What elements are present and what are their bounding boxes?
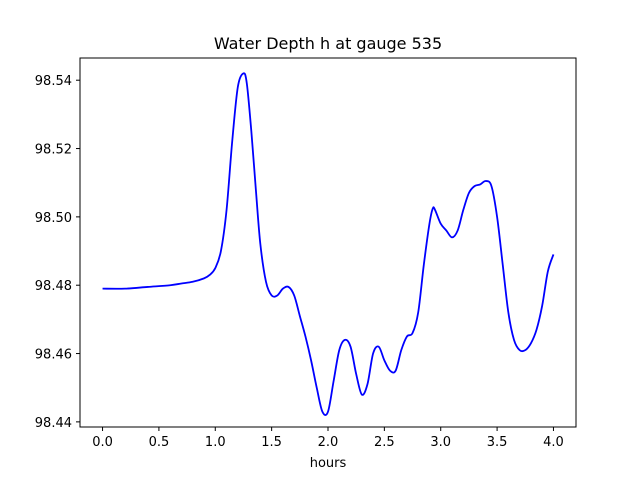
y-tick-label: 98.48 xyxy=(35,279,72,294)
x-tick-label: 2.5 xyxy=(374,435,395,450)
x-tick-label: 0.0 xyxy=(92,435,113,450)
y-tick-label: 98.54 xyxy=(35,74,72,89)
x-tick-label: 1.5 xyxy=(261,435,282,450)
x-axis-ticks: 0.0 0.5 1.0 1.5 2.0 2.5 3.0 3.5 4.0 xyxy=(92,427,564,450)
x-tick-label: 3.0 xyxy=(430,435,451,450)
x-tick-label: 1.0 xyxy=(205,435,226,450)
x-tick-label: 4.0 xyxy=(543,435,564,450)
series-line xyxy=(102,72,555,416)
chart-title: Water Depth h at gauge 535 xyxy=(214,34,442,53)
y-tick-label: 98.44 xyxy=(35,416,72,431)
x-axis-label: hours xyxy=(310,456,347,471)
y-tick-label: 98.46 xyxy=(35,348,72,363)
x-tick-label: 0.5 xyxy=(149,435,170,450)
y-tick-label: 98.50 xyxy=(35,211,72,226)
y-axis-ticks: 98.44 98.46 98.48 98.50 98.52 98.54 xyxy=(35,74,80,431)
y-tick-label: 98.52 xyxy=(35,143,72,158)
x-tick-label: 3.5 xyxy=(487,435,508,450)
x-tick-label: 2.0 xyxy=(318,435,339,450)
